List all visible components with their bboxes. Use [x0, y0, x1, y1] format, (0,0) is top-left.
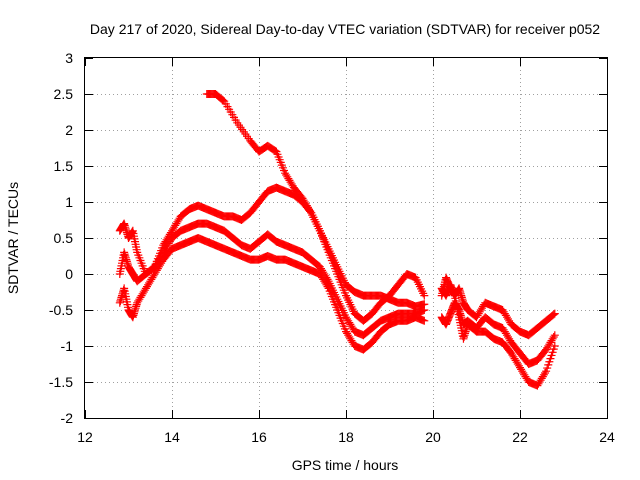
- y-tick-label: 3: [65, 50, 73, 66]
- data-point: [420, 291, 429, 300]
- y-tick-label: 2: [65, 122, 73, 138]
- data-point: [420, 316, 429, 325]
- chart-title: Day 217 of 2020, Sidereal Day-to-day VTE…: [90, 21, 600, 37]
- data-point: [323, 282, 332, 291]
- x-tick-label: 22: [512, 429, 528, 445]
- y-axis-title: SDTVAR / TECUs: [5, 182, 21, 294]
- y-tick-label: 1.5: [54, 158, 74, 174]
- y-tick-label: 1: [65, 194, 73, 210]
- x-tick-label: 16: [251, 429, 267, 445]
- series-track-4: [115, 234, 429, 354]
- series-track-7: [437, 280, 559, 390]
- x-tick-label: 18: [338, 429, 354, 445]
- x-tick-label: 12: [77, 429, 93, 445]
- data-point: [550, 331, 559, 340]
- data-point: [550, 342, 559, 350]
- y-tick-labels: -2 -1.5 -1 -0.5 0 0.5 1 1.5 2 2.5 3: [49, 50, 73, 426]
- x-tick-labels: 12 14 16 18 20 22 24: [77, 429, 615, 445]
- y-tick-label: -2: [61, 410, 74, 426]
- y-tick-label: -0.5: [49, 302, 73, 318]
- x-tick-label: 20: [425, 429, 441, 445]
- series-track-1: [202, 90, 429, 311]
- data-point: [549, 333, 558, 341]
- y-tick-label: -1.5: [49, 374, 73, 390]
- data-point: [550, 309, 559, 318]
- data-points: [115, 90, 559, 390]
- x-tick-label: 14: [164, 429, 180, 445]
- data-point: [541, 369, 550, 377]
- series-track-2: [115, 183, 429, 325]
- plot-frame: [84, 57, 608, 419]
- x-tick-label: 24: [599, 429, 615, 445]
- series-track-3: [115, 219, 429, 340]
- data-point: [549, 310, 558, 319]
- y-tick-label: -1: [61, 338, 74, 354]
- data-point: [420, 306, 429, 314]
- x-axis-title: GPS time / hours: [292, 457, 399, 473]
- y-tick-label: 2.5: [54, 86, 74, 102]
- y-tick-label: 0: [65, 266, 73, 282]
- y-tick-label: 0.5: [54, 230, 74, 246]
